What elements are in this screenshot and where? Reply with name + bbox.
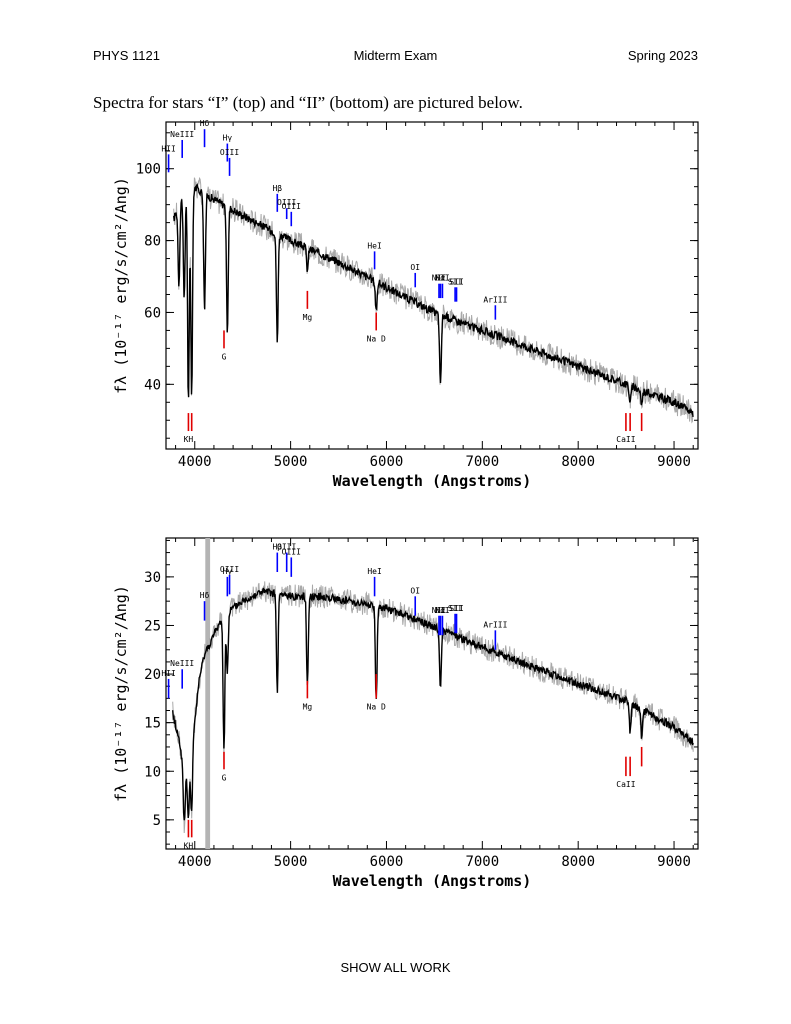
spectrum-plot-star-2: 4000 5000 6000 7000 8000 9000 5 10 15 20 25 30 Wavel… <box>112 537 699 890</box>
spectrum-trace <box>172 587 694 821</box>
x-tick-label: 6000 <box>370 854 404 870</box>
line-label: ArIII <box>483 295 507 304</box>
line-label: SII <box>448 604 463 613</box>
y-tick-label: 30 <box>144 570 161 586</box>
line-label: HeI <box>367 567 382 576</box>
y-tick-label: 5 <box>153 813 161 829</box>
x-tick-label: 9000 <box>657 854 691 870</box>
x-tick-label: 8000 <box>561 854 595 870</box>
x-tick-label: 4000 <box>178 454 212 470</box>
x-tick-label: 4000 <box>178 854 212 870</box>
spectrum-error-trace <box>172 581 694 834</box>
line-label: Hα <box>436 274 446 283</box>
masked-band <box>205 538 211 849</box>
line-label: OIII <box>282 547 301 556</box>
header-title: Midterm Exam <box>353 48 438 63</box>
line-label: HII <box>161 144 176 153</box>
line-label: Hβ <box>272 543 282 552</box>
line-label: CaII <box>616 435 635 444</box>
line-label: NII <box>435 274 450 283</box>
header-term: Spring 2023 <box>627 48 698 63</box>
line-label: OIII <box>277 198 296 207</box>
spectrum-trace <box>173 183 694 417</box>
footer-text: SHOW ALL WORK <box>340 960 451 975</box>
x-tick-label: 5000 <box>274 854 308 870</box>
y-tick-label: 40 <box>144 377 161 393</box>
line-label: Na D <box>367 334 386 343</box>
line-label: SII <box>449 604 464 613</box>
line-label: Hγ <box>223 567 233 576</box>
line-label: Hγ <box>223 134 233 143</box>
x-axis-label: Wavelength (Angstroms) <box>333 872 532 890</box>
y-tick-label: 80 <box>144 234 161 250</box>
line-label: KH <box>184 841 194 850</box>
plot-frame <box>165 121 699 450</box>
x-tick-label: 7000 <box>465 454 499 470</box>
line-label: NII <box>432 274 447 283</box>
line-label: OIII <box>277 543 296 552</box>
y-tick-label: 25 <box>144 618 161 634</box>
line-label: OI <box>410 586 420 595</box>
line-label: Hδ <box>200 119 210 128</box>
line-label: SII <box>449 277 464 286</box>
line-label: ArIII <box>483 620 507 629</box>
line-label: OIII <box>220 565 239 574</box>
y-tick-label: 20 <box>144 667 161 683</box>
x-tick-label: 5000 <box>274 454 308 470</box>
line-label: OI <box>410 263 420 272</box>
line-label: Hδ <box>200 591 210 600</box>
plot-frame <box>165 537 699 850</box>
line-label: HeI <box>367 241 382 250</box>
y-axis-label: fλ (10⁻¹⁷ erg/s/cm²/Ang) <box>112 177 130 394</box>
header-course: PHYS 1121 <box>93 48 160 63</box>
x-tick-label: 6000 <box>370 454 404 470</box>
line-label: Hβ <box>272 184 282 193</box>
x-tick-label: 8000 <box>561 454 595 470</box>
line-label: Mg <box>303 702 313 711</box>
line-label: SII <box>448 277 463 286</box>
line-label: G <box>222 773 227 782</box>
line-label: OIII <box>282 202 301 211</box>
line-label: NII <box>432 606 447 615</box>
line-label: NeIII <box>170 659 194 668</box>
line-label: CaII <box>616 780 635 789</box>
line-label: Na D <box>367 702 386 711</box>
y-axis-label: fλ (10⁻¹⁷ erg/s/cm²/Ang) <box>112 585 130 802</box>
x-axis-label: Wavelength (Angstroms) <box>333 472 532 490</box>
line-label: OIII <box>220 148 239 157</box>
spectrum-plot-star-1: 4000 5000 6000 7000 8000 9000 40 60 80 100 Wavelen… <box>112 119 699 490</box>
y-tick-label: 60 <box>144 305 161 321</box>
line-label: NeIII <box>170 130 194 139</box>
y-tick-label: 10 <box>144 764 161 780</box>
line-label: Hα <box>436 606 446 615</box>
line-label: Mg <box>303 313 313 322</box>
x-tick-label: 9000 <box>657 454 691 470</box>
y-tick-label: 100 <box>136 162 161 178</box>
spectrum-error-trace <box>173 176 694 424</box>
x-tick-label: 7000 <box>465 854 499 870</box>
line-label: NII <box>435 606 450 615</box>
intro-text: Spectra for stars “I” (top) and “II” (bo… <box>93 93 523 112</box>
line-label: HII <box>161 669 176 678</box>
line-label: G <box>222 352 227 361</box>
y-tick-label: 15 <box>144 716 161 732</box>
line-label: KH <box>184 435 194 444</box>
